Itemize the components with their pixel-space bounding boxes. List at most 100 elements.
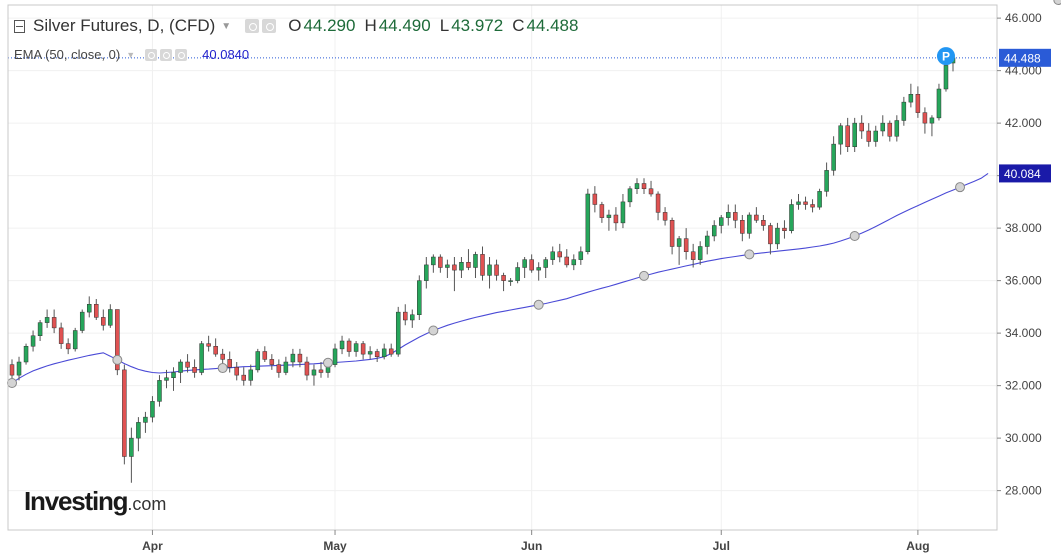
candle-down [564,256,570,266]
candle-down [101,317,106,326]
candle-up [606,214,612,218]
candle-down [241,374,246,381]
candle-up [381,348,387,357]
candle-down [887,122,893,137]
ema-marker [7,378,17,388]
candle-up [578,251,584,260]
menu-icon[interactable] [14,19,25,33]
x-tick-label: Aug [906,539,929,553]
candle-up [23,346,29,363]
marker-letter: P [942,50,950,64]
candle-down [782,227,787,231]
candle-up [445,264,450,268]
candle-down [122,369,127,457]
candle-up [143,416,148,423]
close-value: 44.488 [526,16,579,35]
plot-border [7,4,998,531]
p-marker[interactable]: P [936,47,955,66]
candle-down [803,201,808,205]
candle-up [79,311,85,331]
candle-up [838,125,843,145]
candle-down [360,343,366,355]
candle-down [613,214,619,224]
candle-down [403,311,408,321]
candle-up [339,340,345,350]
candle-down [648,188,654,195]
candle-up [726,212,731,218]
x-tick-label: Apr [142,539,163,553]
candle-down [9,364,15,376]
candle-down [655,193,661,213]
candle-down [51,317,57,329]
close-icon[interactable] [175,48,188,61]
candle-down [740,220,745,234]
candle-up [620,201,626,224]
low-value: 43.972 [451,16,504,35]
candle-up [908,94,914,103]
candle-up [30,335,36,347]
candle-down [669,220,675,247]
candle-up [571,259,577,266]
candle-down [845,125,850,147]
candle-up [943,65,949,90]
ema-marker [323,357,334,368]
candle-up [789,204,794,231]
ema-badge: 40.084 [1004,167,1041,181]
x-tick-label: Jun [521,539,542,553]
candle-down [599,204,605,218]
candle-down [761,220,766,226]
chevron-down-icon[interactable]: ▼ [221,20,232,32]
candle-up [395,311,401,355]
marker-circle[interactable] [936,47,955,66]
last-price-badge-bg [999,48,1051,67]
ema-marker [1053,0,1061,5]
candle-down [754,214,759,221]
y-tick-label: 32.000 [1005,379,1042,393]
candle-down [683,238,689,252]
candle-up [473,254,478,268]
y-tick-label: 42.000 [1005,116,1042,130]
open-label: O [288,16,302,35]
candle-down [768,225,773,245]
x-tick-label: May [323,539,347,553]
candle-up [431,256,436,266]
candle-down [94,304,99,318]
candle-up [796,201,801,205]
candle-up [290,353,296,363]
candle-down [276,364,282,373]
candle-down [466,262,471,268]
candle-down [65,343,71,350]
y-tick-label: 34.000 [1005,326,1042,340]
candle-down [662,212,668,221]
chevron-down-icon[interactable]: ▼ [126,49,136,60]
candle-up [199,343,204,373]
gear-icon[interactable] [160,48,173,61]
candle-up [873,130,879,142]
ema-badge-bg [999,164,1051,183]
candle-down [58,327,64,344]
candle-down [220,353,225,360]
candle-up [367,351,373,355]
open-value: 44.290 [303,16,356,35]
grid-lines [8,5,997,530]
candle-up [72,330,78,350]
candle-down [641,183,647,189]
candle-up [283,361,289,373]
ema-marker [217,363,228,374]
eye-icon[interactable] [245,19,260,33]
candle-up [824,170,829,192]
candle-up [150,401,155,418]
candle-down [262,351,268,360]
candle-up [508,280,513,282]
candle-down [438,256,443,268]
candle-up [676,238,682,247]
eye-icon[interactable] [145,48,158,61]
candle-up [522,259,527,268]
y-tick-label: 46.000 [1005,11,1042,25]
candle-up [901,101,907,121]
candle-up [487,264,492,276]
gear-icon[interactable] [262,19,277,33]
candle-down [185,361,190,368]
ema-series [11,172,989,384]
